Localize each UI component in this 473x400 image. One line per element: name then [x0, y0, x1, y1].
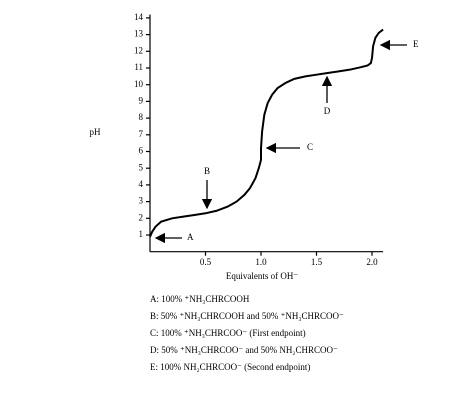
annotation-label: B — [204, 166, 210, 176]
legend-note: D: 50% ⁺NH₃CHRCOO⁻ and 50% NH₂CHRCOO⁻ — [150, 345, 338, 355]
y-tick-label: 9 — [139, 95, 144, 105]
legend-note: E: 100% NH₂CHRCOO⁻ (Second endpoint) — [150, 362, 310, 372]
y-tick-label: 8 — [139, 112, 144, 122]
x-tick-label: 2.0 — [366, 257, 378, 267]
y-tick-label: 11 — [134, 62, 143, 72]
y-tick-label: 3 — [139, 196, 144, 206]
legend-note: C: 100% ⁺NH₃CHRCOO⁻ (First endpoint) — [150, 328, 306, 338]
y-tick-label: 1 — [139, 229, 144, 239]
y-tick-label: 10 — [134, 79, 144, 89]
x-axis-label: Equivalents of OH⁻ — [226, 271, 298, 281]
x-tick-label: 1.5 — [311, 257, 323, 267]
titration-curve — [149, 28, 384, 238]
y-tick-label: 2 — [139, 212, 144, 222]
x-tick-label: 0.5 — [200, 257, 212, 267]
y-tick-label: 4 — [139, 179, 144, 189]
annotation-label: C — [307, 142, 313, 152]
y-tick-label: 12 — [134, 45, 143, 55]
y-tick-label: 13 — [134, 29, 144, 39]
y-tick-label: 14 — [134, 12, 144, 22]
annotation-label: D — [324, 106, 331, 116]
legend-note: A: 100% ⁺NH₃CHRCOOH — [150, 294, 250, 304]
x-tick-label: 1.0 — [255, 257, 267, 267]
annotation-label: A — [187, 232, 194, 242]
legend-note: B: 50% ⁺NH₃CHRCOOH and 50% ⁺NH₃CHRCOO⁻ — [150, 311, 344, 321]
y-tick-label: 6 — [139, 146, 144, 156]
y-tick-label: 7 — [139, 129, 144, 139]
annotation-label: E — [413, 39, 419, 49]
y-tick-label: 5 — [139, 162, 144, 172]
y-axis-label: pH — [90, 127, 102, 137]
